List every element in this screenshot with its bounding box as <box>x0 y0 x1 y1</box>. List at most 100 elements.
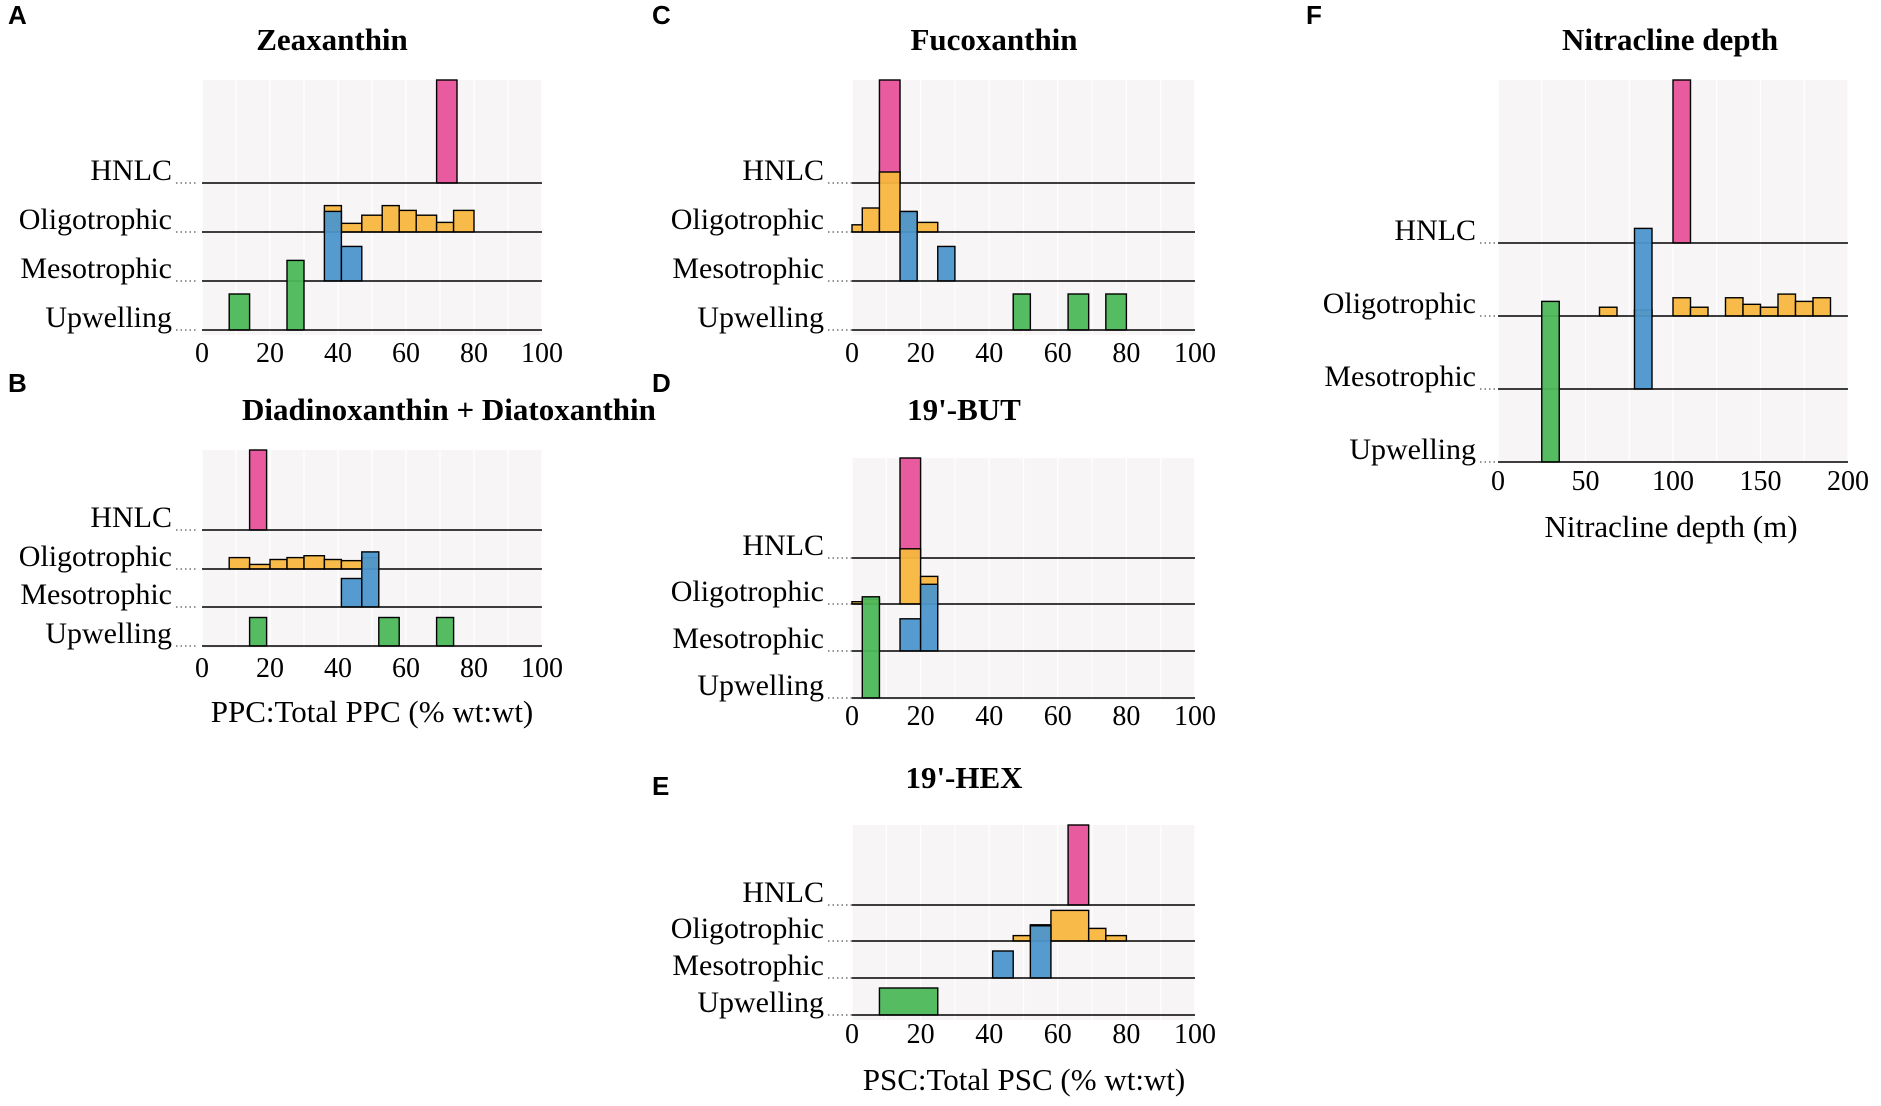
tick-label: 60 <box>392 338 420 369</box>
category-label: Upwelling <box>45 301 172 334</box>
bar-mesotrophic <box>1633 227 1653 390</box>
bar-oligotrophic <box>1777 293 1797 317</box>
category-label: Upwelling <box>45 617 172 650</box>
bar-oligotrophic <box>340 222 363 233</box>
bar-mesotrophic <box>991 950 1014 979</box>
tick-label: 40 <box>324 653 352 684</box>
bar-mesotrophic <box>323 210 343 282</box>
bar-oligotrophic <box>1087 927 1107 942</box>
panel-letter: A <box>8 0 27 30</box>
category-label: Oligotrophic <box>19 540 172 573</box>
panel-letter: F <box>1306 0 1322 30</box>
tick-label: 20 <box>907 1019 935 1050</box>
category-label: Mesotrophic <box>20 578 172 611</box>
tick-label: 0 <box>195 653 209 684</box>
bar-oligotrophic <box>269 558 288 570</box>
bar-oligotrophic <box>1759 306 1779 317</box>
category-label: Mesotrophic <box>672 949 824 982</box>
category-label: Mesotrophic <box>672 252 824 285</box>
bar-upwelling <box>248 616 268 647</box>
tick-label: 20 <box>907 701 935 732</box>
bar-oligotrophic <box>878 171 901 233</box>
bar-oligotrophic <box>1812 297 1832 317</box>
tick-label: 0 <box>1491 466 1505 497</box>
category-label: HNLC <box>742 154 824 187</box>
bar-upwelling <box>1012 293 1032 331</box>
tick-label: 40 <box>975 1019 1003 1050</box>
bar-oligotrophic <box>1794 300 1814 317</box>
tick-label: 60 <box>1044 338 1072 369</box>
tick-label: 100 <box>1174 701 1216 732</box>
category-label: HNLC <box>742 876 824 909</box>
bar-oligotrophic <box>1598 306 1618 317</box>
bar-mesotrophic <box>340 245 363 282</box>
panel-f: F Nitracline depth HNLC Oligotrophic Mesotro… <box>1306 0 1869 544</box>
category-label: Oligotrophic <box>1323 287 1476 320</box>
bar-oligotrophic <box>1689 306 1709 317</box>
bar-upwelling <box>878 987 939 1016</box>
bar-oligotrophic <box>851 224 863 233</box>
x-axis-title: Nitracline depth (m) <box>1544 509 1797 544</box>
category-label: HNLC <box>1394 214 1476 247</box>
category-label: HNLC <box>742 529 824 562</box>
x-axis-title: PSC:Total PSC (% wt:wt) <box>863 1062 1186 1097</box>
bar-oligotrophic <box>916 221 939 233</box>
bar-oligotrophic <box>381 204 400 233</box>
tick-label: 100 <box>521 653 563 684</box>
panel-title: 19'-HEX <box>905 760 1023 795</box>
category-label: Upwelling <box>1349 433 1476 466</box>
bar-mesotrophic <box>937 245 956 282</box>
bar-oligotrophic <box>452 209 475 233</box>
bar-oligotrophic <box>415 214 438 233</box>
tick-label: 150 <box>1740 466 1782 497</box>
bar-mesotrophic <box>899 210 918 282</box>
bar-mesotrophic <box>899 618 922 652</box>
tick-label: 60 <box>1044 1019 1072 1050</box>
bar-oligotrophic <box>1724 297 1744 317</box>
bar-hnlc <box>1672 79 1692 244</box>
tick-label: 80 <box>460 338 488 369</box>
panel-letter: C <box>652 0 671 30</box>
tick-label: 0 <box>195 338 209 369</box>
tick-label: 80 <box>1112 338 1140 369</box>
bar-oligotrophic <box>361 214 383 233</box>
category-label: Upwelling <box>697 669 824 702</box>
category-label: HNLC <box>90 501 172 534</box>
bar-upwelling <box>378 616 400 647</box>
panel-c: C Fucoxanthin HNLC Oligotrophic Mesotrophic U… <box>652 0 1216 369</box>
panel-letter: D <box>652 368 671 398</box>
panel-title: Diadinoxanthin + Diatoxanthin <box>242 392 656 427</box>
bar-oligotrophic <box>861 207 881 233</box>
tick-label: 100 <box>1652 466 1694 497</box>
tick-label: 20 <box>256 653 284 684</box>
bar-oligotrophic <box>398 209 417 233</box>
bar-upwelling <box>286 259 305 331</box>
bar-upwelling <box>1067 293 1090 331</box>
panel-b: B Diadinoxanthin + Diatoxanthin HNLC Oligot… <box>8 368 656 729</box>
tick-label: 100 <box>1174 338 1216 369</box>
bar-oligotrophic <box>1050 909 1090 942</box>
category-label: Mesotrophic <box>20 252 172 285</box>
category-label: Oligotrophic <box>671 912 824 945</box>
x-axis-title: PPC:Total PPC (% wt:wt) <box>211 694 534 729</box>
bar-oligotrophic <box>323 558 343 570</box>
bar-upwelling <box>435 616 455 647</box>
tick-label: 20 <box>907 338 935 369</box>
panel-title: Zeaxanthin <box>256 22 408 57</box>
panel-letter: B <box>8 368 27 398</box>
bar-oligotrophic <box>899 548 922 605</box>
bar-oligotrophic <box>286 556 305 570</box>
tick-label: 80 <box>460 653 488 684</box>
bar-hnlc <box>1067 824 1090 906</box>
tick-label: 100 <box>521 338 563 369</box>
bar-oligotrophic <box>1672 297 1692 317</box>
category-label: Upwelling <box>697 301 824 334</box>
bar-mesotrophic <box>919 583 939 652</box>
panel-title: Nitracline depth <box>1562 22 1778 57</box>
tick-label: 100 <box>1174 1019 1216 1050</box>
tick-label: 0 <box>845 338 859 369</box>
bar-oligotrophic <box>1105 934 1128 942</box>
panel-d: D 19'-BUT HNLC Oligotrophic Mesotrophic Upwel… <box>652 368 1216 732</box>
bar-oligotrophic <box>1012 934 1032 942</box>
